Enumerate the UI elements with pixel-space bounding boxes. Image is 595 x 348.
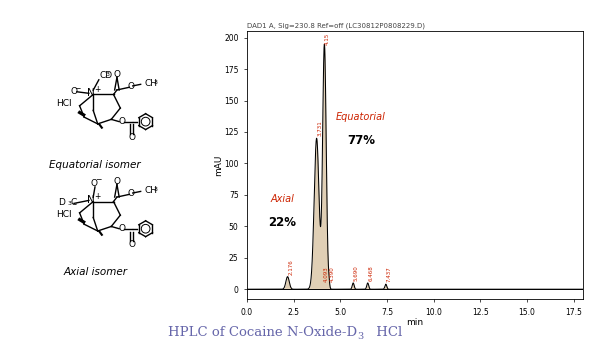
Text: O: O bbox=[114, 70, 120, 79]
Text: CH: CH bbox=[144, 79, 157, 88]
Text: HCl: HCl bbox=[372, 326, 402, 339]
Text: HCl: HCl bbox=[56, 209, 71, 219]
Text: 3: 3 bbox=[67, 201, 71, 206]
Text: +: + bbox=[94, 85, 101, 94]
Text: Axial isomer: Axial isomer bbox=[63, 267, 127, 277]
Text: O: O bbox=[118, 224, 126, 233]
Text: C: C bbox=[71, 198, 77, 207]
Text: 2.176: 2.176 bbox=[289, 259, 293, 275]
Text: +: + bbox=[94, 192, 101, 201]
Text: −: − bbox=[95, 175, 101, 184]
Text: HPLC of Cocaine N-Oxide-D: HPLC of Cocaine N-Oxide-D bbox=[168, 326, 357, 339]
Polygon shape bbox=[98, 123, 104, 129]
Text: 5.690: 5.690 bbox=[354, 265, 359, 281]
X-axis label: min: min bbox=[406, 318, 424, 327]
Text: HCl: HCl bbox=[56, 99, 71, 108]
Text: 77%: 77% bbox=[347, 134, 375, 148]
Text: O: O bbox=[114, 177, 120, 186]
Text: 4.15: 4.15 bbox=[325, 32, 330, 45]
Text: 3.731: 3.731 bbox=[317, 121, 322, 136]
Polygon shape bbox=[77, 218, 86, 224]
Text: CD: CD bbox=[99, 71, 112, 80]
Text: Axial: Axial bbox=[271, 194, 295, 204]
Text: Equatorial: Equatorial bbox=[336, 112, 386, 122]
Text: 4.390: 4.390 bbox=[330, 267, 334, 282]
Text: 3: 3 bbox=[357, 332, 364, 341]
Text: 7.437: 7.437 bbox=[387, 267, 392, 282]
Text: 3: 3 bbox=[153, 187, 157, 192]
Text: O: O bbox=[70, 87, 77, 96]
Text: D: D bbox=[58, 198, 65, 207]
Text: Equatorial isomer: Equatorial isomer bbox=[49, 160, 141, 170]
Text: N: N bbox=[87, 195, 95, 205]
Text: 3: 3 bbox=[153, 80, 157, 85]
Text: O: O bbox=[127, 189, 134, 198]
Y-axis label: mAU: mAU bbox=[214, 155, 223, 176]
Polygon shape bbox=[98, 230, 104, 236]
Text: 6.468: 6.468 bbox=[368, 265, 374, 281]
Text: DAD1 A, Sig=230.8 Ref=off (LC30812P0808229.D): DAD1 A, Sig=230.8 Ref=off (LC30812P08082… bbox=[247, 23, 425, 29]
Text: 3: 3 bbox=[106, 72, 110, 77]
Polygon shape bbox=[77, 110, 86, 117]
Text: O: O bbox=[128, 133, 135, 142]
Text: O: O bbox=[91, 179, 98, 188]
Text: O: O bbox=[118, 117, 126, 126]
Text: O: O bbox=[127, 82, 134, 91]
Text: 22%: 22% bbox=[268, 216, 296, 229]
Text: 4.093: 4.093 bbox=[324, 267, 329, 282]
Text: N: N bbox=[87, 88, 95, 97]
Text: O: O bbox=[128, 240, 135, 248]
Text: −: − bbox=[74, 84, 80, 93]
Text: CH: CH bbox=[144, 186, 157, 195]
